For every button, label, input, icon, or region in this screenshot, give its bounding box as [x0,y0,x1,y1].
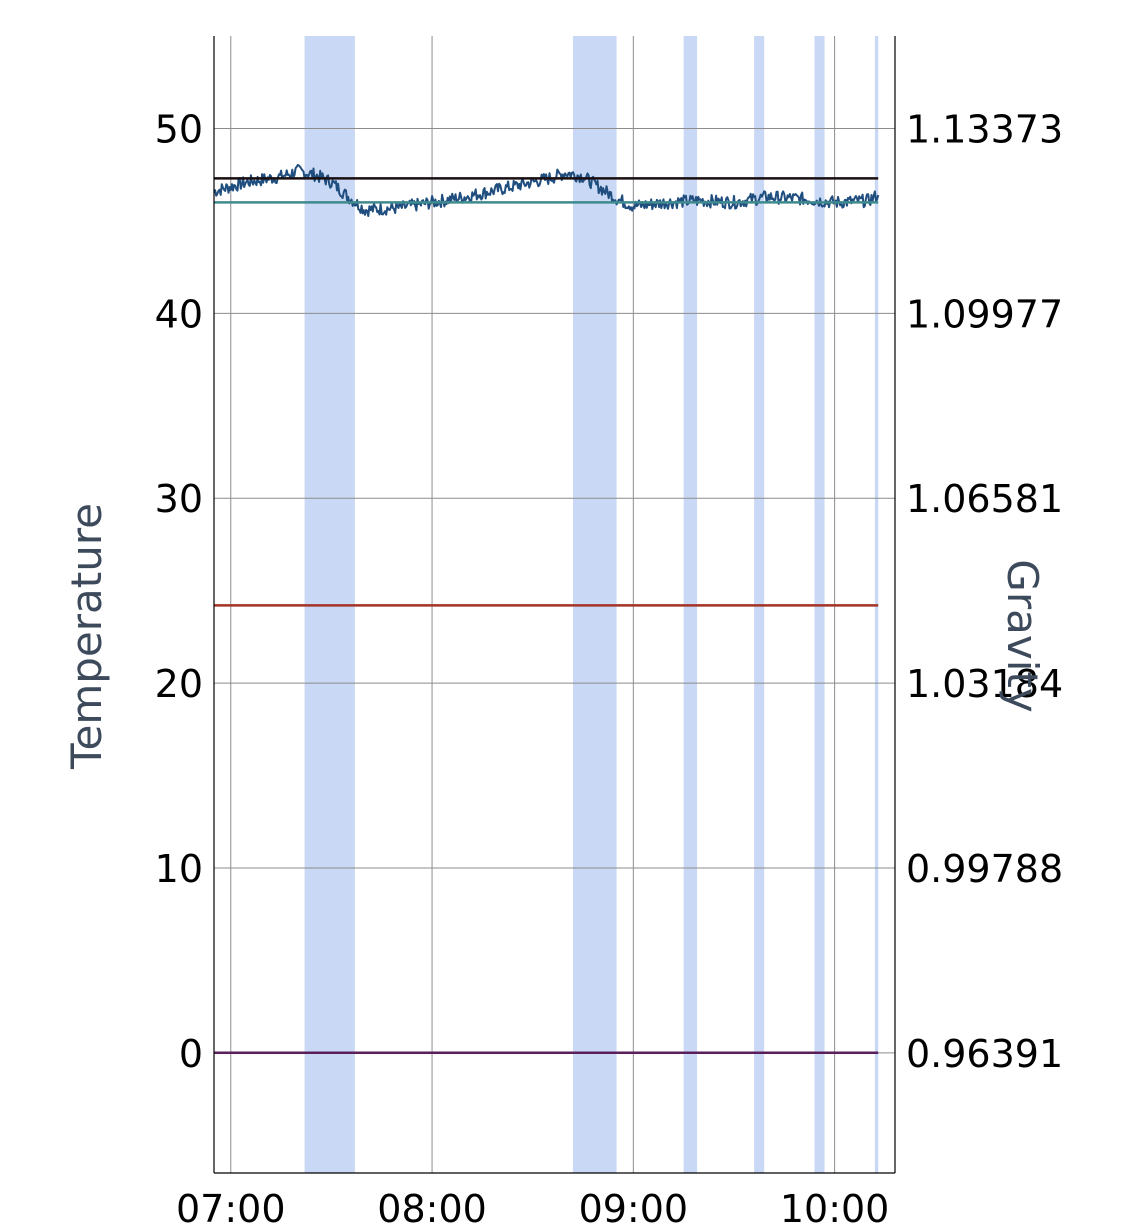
y-tick-label-left: 0 [179,1032,203,1076]
y-tick-label-right: 1.09977 [906,292,1063,336]
y-axis-right-title: Gravity [998,559,1047,712]
series-lines [213,163,880,1055]
y-tick-label-left: 30 [155,477,203,521]
x-tick-label: 07:00 [176,1187,286,1230]
y-tick-label-left: 50 [155,107,203,151]
y-tick-label-right: 1.03184 [906,662,1063,706]
y-tick-label-right: 0.96391 [906,1032,1063,1076]
y-tick-label-right: 1.13373 [906,107,1063,151]
y-tick-label-right: 1.06581 [906,477,1063,521]
y-tick-label-left: 40 [155,292,203,336]
x-tick-label: 09:00 [579,1187,689,1230]
y-tick-label-left: 10 [155,847,203,891]
y-tick-label-right: 0.99788 [906,847,1063,891]
axes [213,36,896,1174]
tick-labels: 07:00 08:00 09:00 10:00 0 0.96391 10 0.99788 20 1… [155,107,1064,1230]
y-tick-label-left: 20 [155,662,203,706]
x-tick-label: 08:00 [377,1187,487,1230]
y-axis-left-title: Temperature [62,503,111,770]
x-tick-label: 10:00 [780,1187,890,1230]
